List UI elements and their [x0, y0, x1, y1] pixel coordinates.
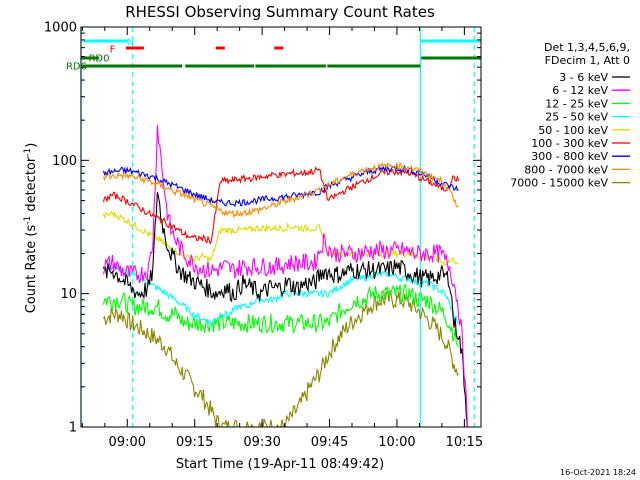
- series-line: [102, 164, 459, 208]
- footer-timestamp: 16-Oct-2021 18:24: [560, 468, 636, 477]
- legend-header-line: Det 1,3,4,5,6,9,: [544, 41, 630, 54]
- series-line: [102, 192, 469, 427]
- legend-header-line: FDecim 1, Att 0: [545, 54, 630, 67]
- plot-frame: [80, 26, 482, 428]
- series-line: [102, 283, 459, 348]
- x-tick-label: 09:45: [311, 435, 348, 450]
- segment-label: F: [110, 45, 116, 56]
- y-tick-label: 100: [52, 154, 77, 169]
- y-axis: 1 10 100 1000: [44, 21, 481, 436]
- legend-entry-label: 50 - 100 keV: [538, 124, 608, 137]
- y-tick-label: 10: [60, 287, 77, 302]
- x-tick-label: 09:15: [176, 435, 213, 450]
- legend-entry-label: 800 - 7000 keV: [524, 163, 608, 176]
- series-line: [102, 166, 460, 245]
- legend-entry-label: 6 - 12 keV: [552, 84, 608, 97]
- x-axis: 09:00 09:15 09:30 09:45 10:00 10:15: [81, 27, 483, 450]
- series-line: [103, 264, 459, 327]
- y-label-part: ): [24, 143, 39, 148]
- legend-entry-label: 100 - 300 keV: [531, 137, 608, 150]
- y-label-exponent: -1: [23, 216, 33, 225]
- x-tick-label: 10:00: [378, 435, 415, 450]
- x-axis-label: Start Time (19-Apr-11 08:49:42): [176, 457, 384, 472]
- x-tick-label: 09:00: [109, 435, 146, 450]
- legend-entry-label: 300 - 800 keV: [531, 150, 608, 163]
- series-line: [102, 161, 459, 219]
- legend-entry-label: 12 - 25 keV: [545, 97, 608, 110]
- y-tick-label: 1000: [44, 21, 77, 36]
- chart-title: RHESSI Observing Summary Count Rates: [125, 3, 435, 21]
- x-tick-label: 10:15: [446, 435, 483, 450]
- y-label-exponent: -1: [23, 148, 33, 157]
- segment-label: N: [127, 38, 134, 49]
- legend-entry-label: 25 - 50 keV: [545, 111, 608, 124]
- y-axis-label: Count Rate (s-1 detector-1): [23, 143, 39, 314]
- legend-entry-label: 7000 - 15000 keV: [510, 177, 608, 190]
- y-label-part: detector: [24, 156, 39, 216]
- series-line: [102, 210, 459, 268]
- segment-label: RD6: [66, 62, 87, 73]
- y-tick-label: 1: [69, 421, 77, 436]
- x-tick-label: 09:30: [243, 435, 280, 450]
- legend-entry-label: 3 - 6 keV: [559, 71, 608, 84]
- y-label-part: Count Rate (s: [24, 225, 39, 314]
- legend: Det 1,3,4,5,6,9, FDecim 1, Att 0 3 - 6 k…: [510, 41, 630, 190]
- segment-label: RD0: [88, 54, 109, 65]
- series-line: [103, 290, 459, 427]
